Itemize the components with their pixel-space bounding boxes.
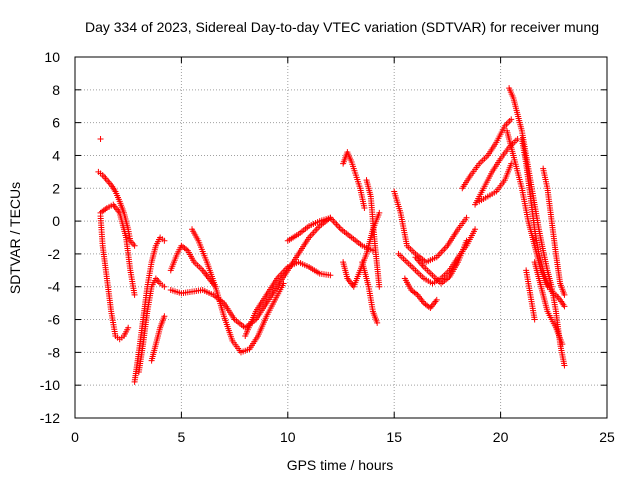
y-tick-label: -12 xyxy=(40,410,60,426)
series-track-ab xyxy=(523,267,538,323)
y-tick-label: -6 xyxy=(48,312,61,328)
y-tick-label: -4 xyxy=(48,279,61,295)
series-track-q xyxy=(395,226,479,287)
plot-frame xyxy=(74,56,608,419)
data-point xyxy=(561,291,568,298)
data-point xyxy=(374,319,381,326)
series-track-z xyxy=(531,259,566,348)
data-point xyxy=(561,362,568,369)
series-track-o xyxy=(359,259,381,326)
data-point xyxy=(161,283,168,290)
series-track-i xyxy=(189,226,287,356)
series-track-p xyxy=(391,188,470,266)
data-point xyxy=(161,313,168,320)
series-outlier xyxy=(97,136,104,143)
series-track-y xyxy=(518,136,568,310)
data-point xyxy=(508,160,515,167)
y-axis-label: SDTVAR / TECUs xyxy=(7,182,23,294)
y-tick-label: 0 xyxy=(52,213,60,229)
series-track-h xyxy=(167,214,334,331)
data-point xyxy=(472,226,479,233)
x-tick-labels: 0 5 10 15 20 25 xyxy=(71,429,615,445)
data-point xyxy=(97,136,104,143)
x-tick-label: 5 xyxy=(178,429,186,445)
series-track-e xyxy=(135,275,168,376)
data-point xyxy=(463,214,470,221)
x-tick-label: 0 xyxy=(71,429,79,445)
series-track-r xyxy=(401,275,440,312)
series-track-j xyxy=(242,259,334,339)
series-track-c xyxy=(97,201,138,298)
y-tick-label: 4 xyxy=(52,147,60,163)
y-tick-label: -8 xyxy=(48,344,61,360)
data-point xyxy=(131,242,138,249)
data-point xyxy=(559,341,566,348)
series-track-b xyxy=(97,213,132,343)
data-point xyxy=(327,272,334,279)
x-axis-label: GPS time / hours xyxy=(287,457,394,473)
y-tick-labels: -12 -10 -8 -6 -4 -2 0 2 4 6 8 10 xyxy=(40,49,60,426)
series-track-w xyxy=(506,85,568,369)
x-tick-label: 20 xyxy=(493,429,509,445)
data-point xyxy=(280,280,287,287)
axis-ticks xyxy=(74,56,608,419)
series-track-t xyxy=(459,116,515,192)
series-track-f xyxy=(148,313,168,364)
data-point xyxy=(561,303,568,310)
data-point xyxy=(361,204,368,211)
data-point xyxy=(463,237,470,244)
y-tick-label: 2 xyxy=(52,180,60,196)
y-tick-label: -10 xyxy=(40,377,60,393)
chart-title: Day 334 of 2023, Sidereal Day-to-day VTE… xyxy=(85,19,599,35)
y-tick-label: 8 xyxy=(52,82,60,98)
x-tick-label: 25 xyxy=(599,429,615,445)
data-point xyxy=(433,296,440,303)
y-tick-label: -2 xyxy=(48,246,61,262)
data-point xyxy=(161,237,168,244)
data-points xyxy=(95,85,568,385)
y-tick-label: 10 xyxy=(44,49,60,65)
series-track-m xyxy=(340,209,383,290)
data-point xyxy=(131,291,138,298)
series-track-s xyxy=(412,237,470,287)
series-track-l xyxy=(340,149,368,211)
data-point xyxy=(376,209,383,216)
data-point xyxy=(376,283,383,290)
data-point xyxy=(508,116,515,123)
x-tick-label: 10 xyxy=(280,429,296,445)
x-tick-label: 15 xyxy=(386,429,402,445)
y-tick-label: 6 xyxy=(52,115,60,131)
series-track-v xyxy=(476,160,515,205)
data-point xyxy=(125,324,132,331)
series-track-aa xyxy=(540,165,568,298)
grid-lines xyxy=(75,57,607,418)
series-track-n xyxy=(363,177,383,290)
series-track-d xyxy=(131,234,168,385)
data-point xyxy=(531,316,538,323)
